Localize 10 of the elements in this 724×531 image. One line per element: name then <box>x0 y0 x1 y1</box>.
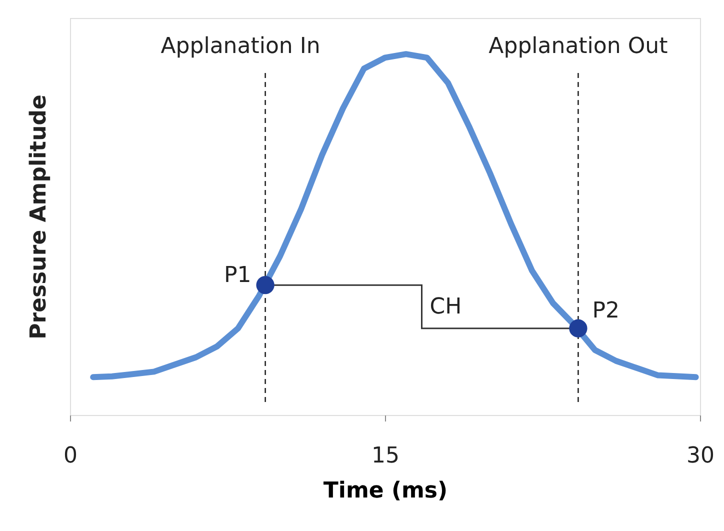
x-tick-label: 30 <box>686 444 714 468</box>
annotation: P2 <box>592 298 620 324</box>
ref-line-label: Applanation Out <box>488 34 668 59</box>
y-axis-title: Pressure Amplitude <box>26 94 52 340</box>
x-tick-label: 0 <box>64 444 78 468</box>
ref-line-label: Applanation In <box>160 34 320 59</box>
annotation: P1 <box>224 263 252 288</box>
x-tick-label: 15 <box>372 444 400 468</box>
x-axis-title: Time (ms) <box>323 478 448 504</box>
annotation: CH <box>430 294 462 320</box>
